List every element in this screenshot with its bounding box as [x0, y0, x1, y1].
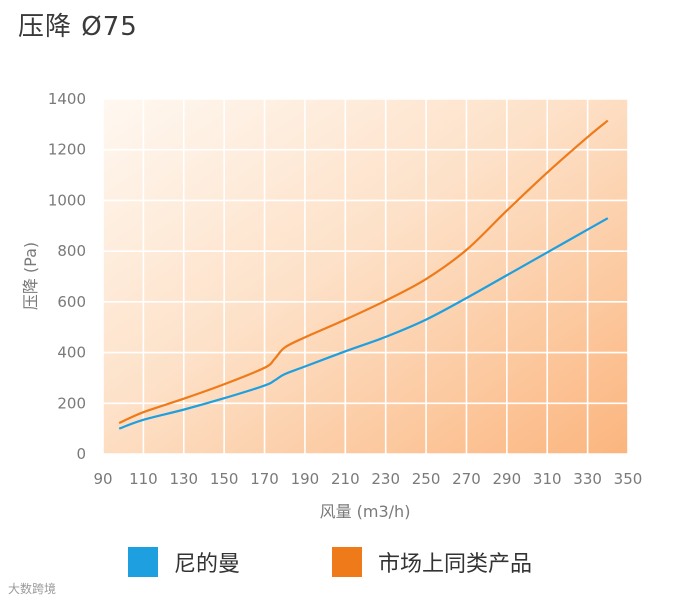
series-line-nidiman [118, 217, 609, 430]
x-tick-label: 350 [614, 470, 643, 488]
x-axis-label: 风量 (m3/h) [320, 502, 411, 521]
x-tick-label: 90 [93, 470, 112, 488]
x-tick-label: 250 [412, 470, 441, 488]
series-line-market-products [118, 119, 609, 425]
x-tick-label: 210 [331, 470, 360, 488]
legend-item-nidiman: 尼的曼 [128, 546, 240, 578]
x-tick-label: 230 [371, 470, 400, 488]
legend: 尼的曼 市场上同类产品 [0, 546, 690, 580]
x-tick-label: 310 [533, 470, 562, 488]
watermark: 大数跨境 [8, 582, 57, 596]
x-axis-ticks: 90 110 130 150 170 190 210 230 250 270 290 310 330 35… [93, 470, 642, 488]
y-tick-label: 1200 [48, 141, 86, 159]
x-tick-label: 190 [291, 470, 320, 488]
page-title: 压降 Ø75 [18, 12, 138, 42]
x-tick-label: 270 [452, 470, 481, 488]
y-tick-label: 400 [57, 344, 86, 362]
y-tick-label: 200 [57, 394, 86, 412]
x-tick-label: 330 [573, 470, 602, 488]
y-axis-label: 压降 (Pa) [21, 242, 40, 310]
y-tick-label: 600 [57, 293, 86, 311]
legend-swatch-blue [128, 547, 158, 577]
legend-item-market-products: 市场上同类产品 [332, 546, 532, 578]
y-tick-label: 1000 [48, 191, 86, 209]
legend-label: 尼的曼 [174, 552, 241, 577]
pressure-drop-chart: 0 200 400 600 800 1000 1200 1400 90 110 130 150 170… [21, 90, 642, 521]
x-tick-label: 290 [493, 470, 522, 488]
y-tick-label: 800 [57, 242, 86, 260]
plot-area [103, 99, 628, 454]
x-tick-label: 110 [129, 470, 158, 488]
y-tick-label: 1400 [48, 90, 86, 108]
legend-swatch-orange [332, 547, 362, 577]
x-tick-label: 170 [250, 470, 279, 488]
x-tick-label: 130 [169, 470, 198, 488]
y-axis-ticks: 0 200 400 600 800 1000 1200 1400 [48, 90, 86, 463]
series-lines [118, 119, 609, 430]
y-tick-label: 0 [76, 445, 86, 463]
x-tick-label: 150 [210, 470, 239, 488]
legend-label: 市场上同类产品 [378, 552, 533, 577]
grid-lines [102, 98, 629, 455]
